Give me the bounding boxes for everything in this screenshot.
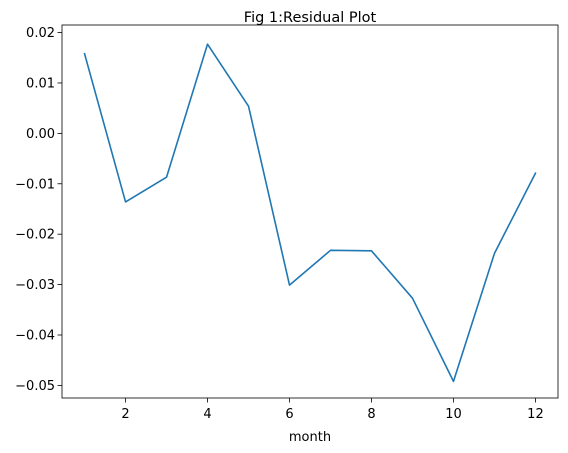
y-tick-label: −0.04	[15, 328, 55, 343]
x-tick-label: 12	[527, 407, 544, 422]
y-tick-label: −0.05	[15, 379, 55, 394]
x-tick-label: 2	[121, 407, 129, 422]
x-axis-title: month	[289, 430, 331, 445]
axes-frame	[61, 24, 559, 399]
y-tick-label: 0.01	[26, 76, 55, 91]
x-axis: 2 4 6 8 10 12	[121, 398, 544, 422]
y-axis: 0.02 0.01 0.00 −0.01 −0.02 −0.03 −0.04 −0.05	[15, 26, 62, 394]
y-tick-label: −0.03	[15, 278, 55, 293]
y-tick-label: 0.02	[26, 26, 55, 41]
x-tick-label: 4	[203, 407, 211, 422]
x-tick-label: 6	[285, 407, 293, 422]
y-tick-label: 0.00	[26, 127, 55, 142]
chart-title: Fig 1:Residual Plot	[244, 10, 377, 26]
x-tick-label: 10	[445, 407, 462, 422]
residual-series-line	[83, 43, 537, 383]
x-tick-label: 8	[367, 407, 375, 422]
y-tick-label: −0.02	[15, 228, 55, 243]
y-tick-label: −0.01	[15, 177, 55, 192]
plot-area	[83, 43, 537, 383]
